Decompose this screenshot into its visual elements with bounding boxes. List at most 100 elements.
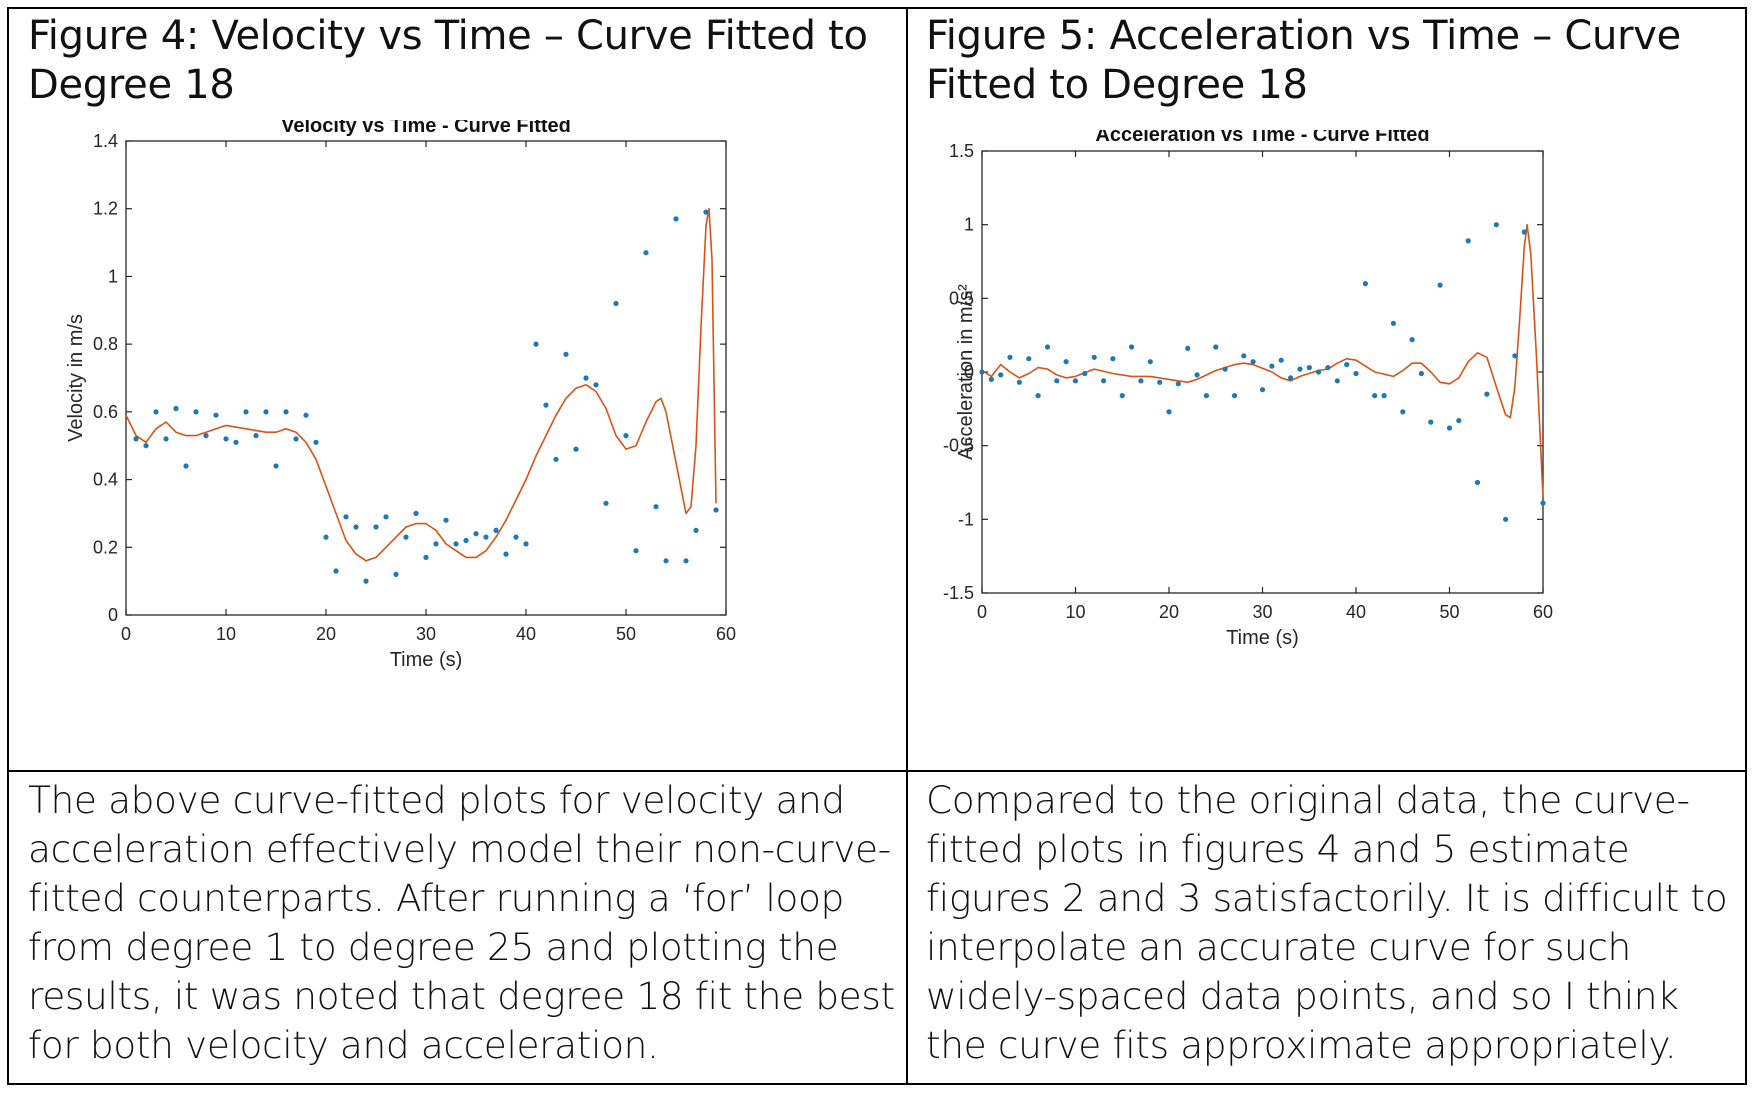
velocity-data-point: [653, 504, 659, 510]
velocity-chart-title: Velocity vs Time - Curve Fitted: [281, 120, 571, 137]
acceleration-data-point: [988, 376, 994, 382]
velocity-ytick-label: 0.4: [93, 470, 118, 490]
velocity-data-point: [473, 531, 479, 537]
acceleration-data-point: [1185, 345, 1191, 351]
acceleration-xtick-label: 20: [1159, 602, 1179, 622]
acceleration-data-point: [1474, 479, 1481, 486]
velocity-data-point: [643, 250, 649, 256]
acceleration-data-point: [1138, 378, 1144, 384]
acceleration-data-point: [1101, 378, 1107, 384]
velocity-data-point: [443, 517, 449, 523]
acceleration-chart-title: Acceleration vs Time - Curve Fitted: [1095, 130, 1429, 146]
velocity-data-point: [323, 534, 329, 540]
acceleration-ytick-label: -1: [958, 509, 974, 529]
velocity-data-point: [413, 510, 419, 516]
velocity-data-point: [173, 405, 179, 412]
right-paragraph: Compared to the original data, the curve…: [926, 778, 1728, 1067]
acceleration-data-point: [1147, 359, 1153, 365]
figure5-heading: Figure 5: Acceleration vs Time – Curve F…: [926, 13, 1681, 108]
velocity-ytick-label: 0.8: [93, 334, 118, 354]
velocity-xtick-label: 0: [121, 624, 131, 644]
velocity-data-point: [363, 578, 369, 584]
acceleration-chart: 0 10 20 30 40 50 60 -1.5 -1 -0.5 0 0.5 1 1.5 Accelerat…: [943, 130, 1553, 649]
acceleration-data-point: [1194, 372, 1200, 378]
velocity-data-point: [633, 548, 639, 554]
velocity-data-point: [663, 558, 669, 564]
velocity-xtick-label: 40: [516, 624, 536, 644]
acceleration-data-point: [1222, 366, 1228, 372]
velocity-data-point: [503, 551, 509, 557]
acceleration-data-point: [1316, 369, 1322, 375]
acceleration-data-point: [1540, 500, 1546, 506]
velocity-data-point: [313, 439, 319, 445]
acceleration-data-point: [1456, 418, 1462, 424]
acceleration-data-point: [1465, 238, 1471, 244]
velocity-data-point: [193, 409, 199, 415]
acceleration-data-point: [1157, 379, 1163, 385]
acceleration-data-point: [1175, 381, 1181, 387]
velocity-data-point: [563, 351, 569, 357]
acceleration-data-point: [1493, 222, 1499, 228]
velocity-data-point: [213, 412, 219, 418]
velocity-xtick-label: 10: [216, 624, 236, 644]
velocity-data-point: [253, 433, 259, 439]
acceleration-data-point: [1016, 379, 1022, 385]
acceleration-data-point: [1091, 354, 1097, 360]
acceleration-data-point: [1259, 387, 1266, 393]
acceleration-data-point: [1110, 356, 1116, 362]
acceleration-data-point: [1278, 357, 1284, 363]
acceleration-data-point: [1334, 378, 1340, 384]
velocity-chart: 0 10 20 30 40 50 60 0 0.2 0.4 0.6 0.8 1 1.2 1.4 Velocit…: [65, 120, 736, 671]
acceleration-xtick-label: 40: [1346, 602, 1366, 622]
acceleration-axes-box: [981, 150, 1544, 594]
velocity-data-point: [303, 412, 309, 418]
acceleration-xtick-label: 10: [1065, 602, 1085, 622]
velocity-data-point: [513, 534, 519, 540]
acceleration-data-point: [1082, 370, 1088, 377]
acceleration-ytick-label: 0: [964, 362, 974, 382]
acceleration-fit-curve: [981, 223, 1544, 498]
acceleration-data-point: [1521, 229, 1527, 235]
velocity-data-point: [143, 443, 149, 449]
acceleration-data-point: [1026, 356, 1032, 362]
acceleration-data-point: [1512, 353, 1518, 359]
acceleration-ytick-label: 1: [964, 215, 974, 235]
velocity-data-point: [243, 409, 249, 415]
velocity-data-point: [523, 541, 529, 547]
acceleration-data-point: [1035, 393, 1041, 399]
acceleration-data-point: [1418, 370, 1424, 377]
acceleration-data-point: [1054, 378, 1060, 384]
velocity-axes-box: [125, 140, 727, 616]
velocity-xtick-label: 20: [316, 624, 336, 644]
acceleration-data-point: [1072, 378, 1079, 384]
velocity-data-point: [613, 300, 619, 307]
velocity-data-point: [483, 534, 489, 540]
acceleration-data-point: [1503, 516, 1509, 522]
velocity-xtick-label: 30: [416, 624, 436, 644]
velocity-data-point: [623, 433, 629, 439]
velocity-ytick-label: 1.4: [93, 131, 118, 151]
velocity-data-point: [183, 463, 189, 469]
velocity-data-point: [553, 456, 559, 462]
velocity-xtick-label: 60: [716, 624, 736, 644]
acceleration-data-point: [1446, 425, 1453, 431]
velocity-ytick-label: 0: [108, 605, 118, 625]
acceleration-data-point: [1269, 363, 1275, 369]
acceleration-data-point: [1129, 344, 1135, 350]
velocity-data-point: [453, 541, 459, 547]
acceleration-data-point: [1007, 354, 1013, 360]
velocity-data-point: [283, 409, 289, 415]
acceleration-data-point: [1241, 353, 1247, 359]
velocity-xtick-label: 50: [616, 624, 636, 644]
velocity-ytick-label: 1.2: [93, 199, 118, 219]
acceleration-data-point: [1063, 359, 1069, 365]
acceleration-data-point: [979, 369, 985, 375]
acceleration-ytick-label: -1.5: [943, 583, 974, 603]
velocity-data-point: [533, 341, 539, 347]
velocity-data-point: [233, 439, 239, 445]
velocity-data-point: [583, 375, 589, 381]
acceleration-xtick-label: 50: [1439, 602, 1459, 622]
velocity-fit-curve: [125, 207, 717, 562]
